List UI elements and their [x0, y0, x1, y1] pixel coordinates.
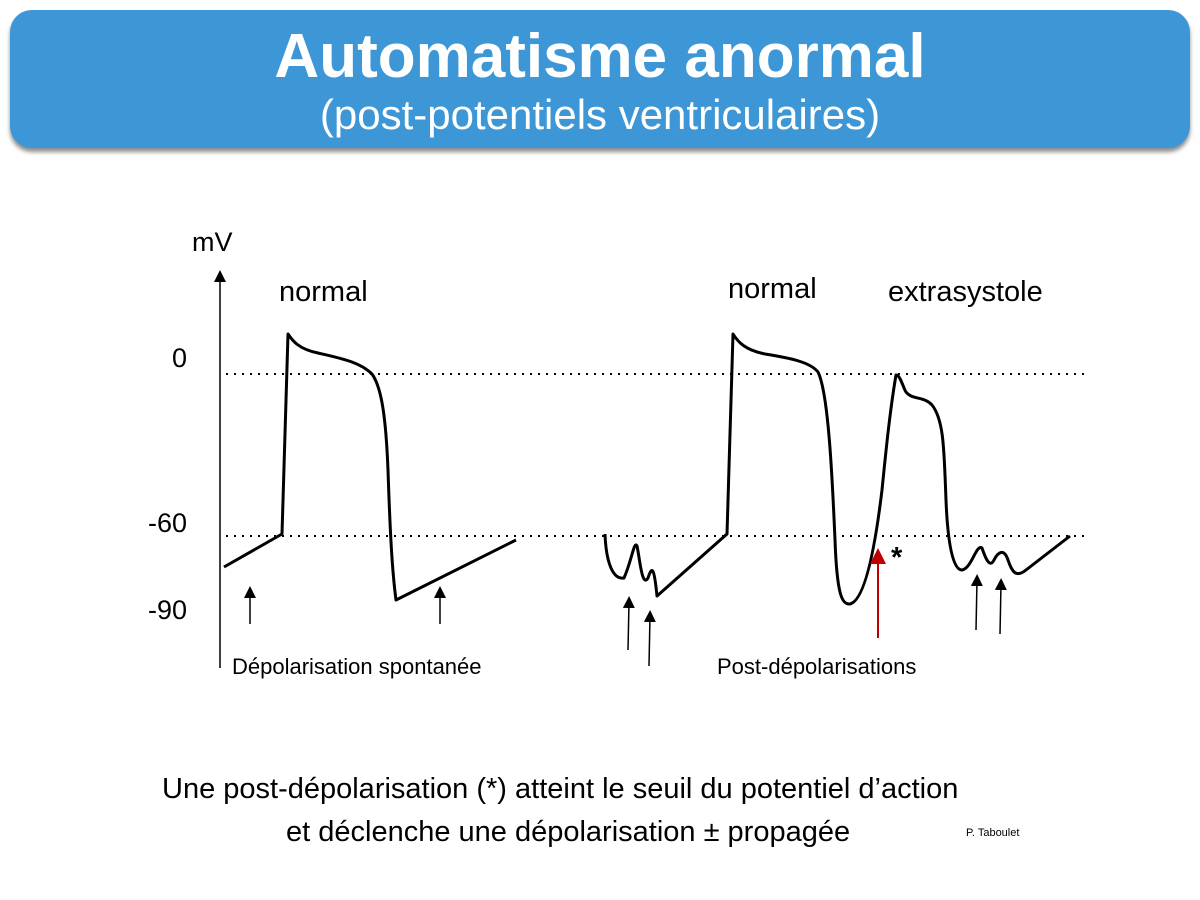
y-tick-0: 0: [172, 343, 188, 373]
caption-line-2: et déclenche une dépolarisation ± propag…: [286, 816, 851, 848]
label-spontaneous: Dépolarisation spontanée: [232, 654, 482, 679]
arrow-post-depol-2: [643, 610, 656, 667]
label-post-depolarisations: Post-dépolarisations: [717, 654, 917, 679]
title-banner: Automatisme anormal (post-potentiels ven…: [10, 10, 1190, 148]
page-title: Automatisme anormal: [274, 22, 926, 91]
label-normal-1: normal: [279, 276, 368, 308]
author-credit: P. Taboulet: [966, 827, 1020, 839]
label-extrasystole: extrasystole: [888, 276, 1043, 308]
y-axis-unit: mV: [192, 227, 233, 257]
label-star: *: [891, 542, 903, 574]
arrow-post-depol-3: [970, 574, 983, 631]
y-tick-minus60: -60: [148, 508, 188, 538]
y-tick-minus90: -90: [148, 595, 188, 625]
trace-post-depolarisations: [603, 332, 1071, 606]
page-subtitle: (post-potentiels ventriculaires): [319, 91, 881, 138]
arrow-post-depol-4: [994, 578, 1007, 635]
trace-spontaneous: [223, 332, 517, 602]
label-normal-2: normal: [728, 273, 817, 305]
arrow-post-depol-1: [622, 596, 635, 651]
caption-line-1: Une post-dépolarisation (*) atteint le s…: [162, 773, 959, 805]
